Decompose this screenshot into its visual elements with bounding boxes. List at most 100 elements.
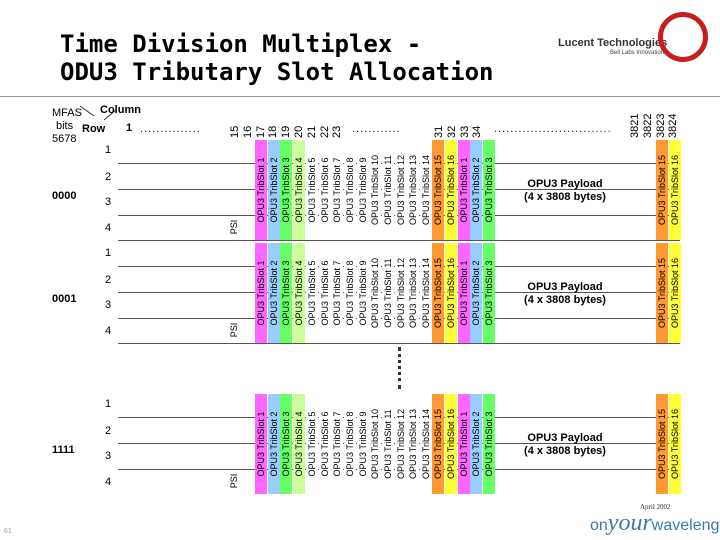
trib-slot-label: OPU3 TribSlot 16 (445, 408, 456, 480)
trib-slot-label: OPU3 TribSlot 13 (408, 257, 419, 329)
column-number: 20 (293, 125, 305, 138)
trib-slot-label: OPU3 TribSlot 10 (370, 257, 381, 329)
trib-slot-column: OPU3 TribSlot 3 (483, 140, 496, 240)
psi-label: PSI (229, 219, 239, 235)
trib-slot-label: OPU3 TribSlot 13 (408, 408, 419, 480)
column-number: 17 (254, 125, 267, 138)
trib-slot-label: OPU3 TribSlot 9 (357, 411, 368, 477)
trib-slot-column: OPU3 TribSlot 3 (280, 243, 293, 343)
trib-slot-column: OPU3 TribSlot 1 (457, 243, 470, 343)
trib-slot-column: OPU3 TribSlot 16 (444, 243, 457, 343)
payload-title: OPU3 Payload (527, 432, 603, 444)
row-number: 4 (105, 222, 112, 234)
trib-slot-label: OPU3 TribSlot 6 (319, 260, 330, 326)
trib-slot-column: OPU3 TribSlot 3 (483, 243, 496, 343)
psi-label: PSI (229, 322, 239, 338)
trib-slot-label: OPU3 TribSlot 5 (306, 411, 317, 477)
row-number: 4 (105, 476, 112, 488)
trib-slot-label: OPU3 TribSlot 4 (294, 157, 305, 223)
trib-slot-column: OPU3 TribSlot 12 (394, 394, 407, 494)
psi-column: PSI (228, 468, 240, 494)
column-number: 3822 (641, 113, 654, 138)
row-number: 2 (105, 425, 112, 437)
column-number: 22 (318, 125, 331, 138)
trib-slot-label: OPU3 TribSlot 12 (395, 154, 406, 226)
trib-slot-label: OPU3 TribSlot 7 (332, 411, 343, 477)
row-number: 4 (105, 325, 112, 337)
header-arrows (79, 105, 117, 121)
trib-slot-label: OPU3 TribSlot 3 (281, 411, 292, 477)
payload-size: (4 x 3808 bytes) (524, 191, 606, 203)
trib-slot-label: OPU3 TribSlot 16 (670, 257, 680, 329)
column-number: 15 (229, 125, 241, 138)
footer-date: April 2002 (640, 503, 671, 511)
trib-slot-column: OPU3 TribSlot 1 (457, 140, 470, 240)
trib-slot-column: OPU3 TribSlot 15 (656, 394, 668, 494)
trib-slot-column: OPU3 TribSlot 2 (267, 140, 280, 240)
trib-slot-column: OPU3 TribSlot 4 (293, 394, 306, 494)
mfas-value: 1111 (52, 444, 75, 456)
brand-your: your (607, 510, 652, 536)
trib-slot-column: OPU3 TribSlot 15 (656, 140, 668, 240)
column-number: 18 (267, 125, 280, 138)
trib-slot-label: OPU3 TribSlot 15 (657, 257, 667, 329)
trib-slot-column: OPU3 TribSlot 5 (305, 243, 318, 343)
trib-slot-label: OPU3 TribSlot 2 (268, 157, 279, 223)
trib-slot-column: OPU3 TribSlot 1 (255, 243, 267, 343)
trib-slot-label: OPU3 TribSlot 2 (471, 260, 482, 326)
opu3-payload-label: OPU3 Payload (4 x 3808 bytes) (490, 281, 640, 307)
trib-slot-label: OPU3 TribSlot 14 (421, 154, 432, 226)
trib-slot-column: OPU3 TribSlot 6 (318, 140, 331, 240)
trib-slot-label: OPU3 TribSlot 15 (433, 408, 443, 480)
trib-slot-label: OPU3 TribSlot 12 (395, 257, 406, 329)
trib-slot-column: OPU3 TribSlot 15 (432, 140, 444, 240)
row-number: 3 (105, 196, 112, 208)
trib-slot-label: OPU3 TribSlot 15 (657, 408, 667, 480)
trib-slot-column: OPU3 TribSlot 9 (356, 394, 369, 494)
column-number: 32 (445, 125, 458, 138)
trib-slot-label: OPU3 TribSlot 9 (357, 260, 368, 326)
brand-wavelength: wavelength (651, 517, 720, 534)
trib-slot-column: OPU3 TribSlot 1 (255, 394, 267, 494)
ellipsis-1: ............... (140, 123, 201, 135)
trib-slot-column: OPU3 TribSlot 16 (444, 394, 457, 494)
trib-slot-column: OPU3 TribSlot 12 (394, 140, 407, 240)
trib-slot-column: OPU3 TribSlot 14 (420, 140, 433, 240)
logo-name: Lucent Technologies (558, 37, 668, 49)
trib-slot-label: OPU3 TribSlot 2 (471, 411, 482, 477)
trib-slot-column: OPU3 TribSlot 13 (407, 243, 420, 343)
trib-slot-column: OPU3 TribSlot 3 (483, 394, 496, 494)
lucent-logo: Lucent Technologies Bell Labs Innovation… (558, 12, 708, 84)
trib-slot-column: OPU3 TribSlot 4 (293, 140, 306, 240)
trib-slot-label: OPU3 TribSlot 8 (344, 411, 355, 477)
row-number: 2 (105, 274, 112, 286)
trib-slot-label: OPU3 TribSlot 4 (294, 411, 305, 477)
trib-slot-label: OPU3 TribSlot 1 (458, 260, 469, 326)
trib-slot-column: OPU3 TribSlot 10 (369, 394, 382, 494)
payload-title: OPU3 Payload (527, 281, 603, 293)
trib-slot-label: OPU3 TribSlot 15 (433, 257, 443, 329)
trib-slot-label: OPU3 TribSlot 2 (471, 157, 482, 223)
column-label: Column (100, 104, 141, 116)
ellipsis-2: ............ (352, 123, 401, 135)
mfas-label: MFAS (52, 107, 82, 119)
trib-slot-label: OPU3 TribSlot 7 (332, 260, 343, 326)
row-number: 1 (105, 247, 112, 259)
trib-slot-column: OPU3 TribSlot 2 (267, 394, 280, 494)
trib-slot-column: OPU3 TribSlot 6 (318, 394, 331, 494)
trib-slot-column: OPU3 TribSlot 13 (407, 394, 420, 494)
trib-slot-label: OPU3 TribSlot 1 (458, 411, 469, 477)
payload-title: OPU3 Payload (527, 178, 603, 190)
payload-size: (4 x 3808 bytes) (524, 294, 606, 306)
trib-slot-label: OPU3 TribSlot 16 (670, 408, 680, 480)
trib-slot-column: OPU3 TribSlot 1 (457, 394, 470, 494)
trib-slot-label: OPU3 TribSlot 10 (370, 154, 381, 226)
column-number: 16 (241, 125, 254, 138)
psi-label: PSI (229, 473, 239, 489)
trib-slot-column: OPU3 TribSlot 11 (382, 243, 394, 343)
column-number: 33 (458, 125, 471, 138)
trib-slot-column: OPU3 TribSlot 11 (382, 140, 394, 240)
trib-slot-column: OPU3 TribSlot 2 (470, 140, 483, 240)
title-line-2: ODU3 Tributary Slot Allocation (60, 58, 494, 86)
trib-slot-column: OPU3 TribSlot 16 (444, 140, 457, 240)
